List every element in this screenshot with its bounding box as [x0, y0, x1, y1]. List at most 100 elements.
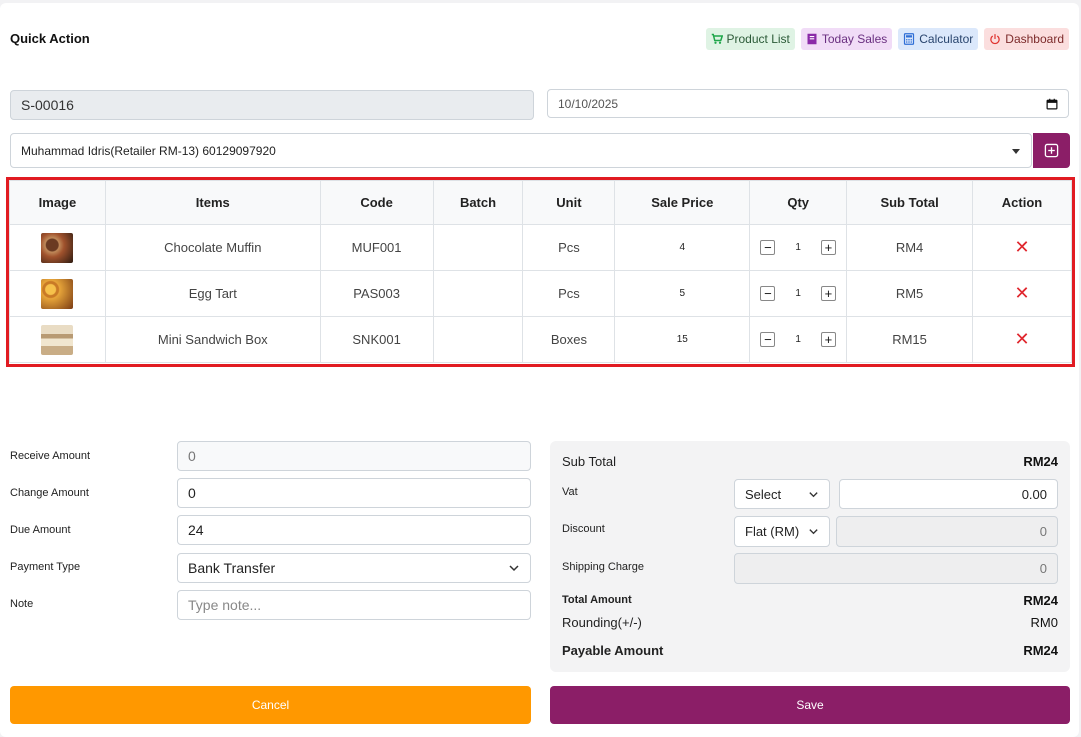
payment-type-label: Payment Type — [10, 561, 81, 573]
item-batch — [432, 270, 524, 317]
vat-select-value: Select — [745, 486, 782, 502]
cancel-button[interactable]: Cancel — [10, 686, 531, 724]
col-image: Image — [9, 180, 106, 225]
increment-button[interactable]: + — [820, 332, 836, 347]
item-subtotal: RM15 — [846, 316, 973, 363]
decrement-button[interactable]: − — [760, 332, 776, 347]
calculator-label: Calculator — [919, 32, 974, 46]
rounding-label: Rounding(+/-) — [562, 615, 642, 630]
col-code: Code — [319, 180, 434, 225]
table-row: Chocolate Muffin MUF001 Pcs 4 − 1 + RM4 ✕ — [9, 224, 1072, 271]
payable-value: RM24 — [1023, 643, 1058, 658]
chevron-down-icon — [809, 491, 818, 497]
payment-type-select[interactable]: Bank Transfer — [177, 553, 531, 583]
customer-select[interactable]: Muhammad Idris(Retailer RM-13) 601290979… — [10, 133, 1032, 168]
item-unit: Boxes — [522, 316, 616, 363]
payment-type-value: Bank Transfer — [188, 560, 276, 576]
add-customer-button[interactable] — [1033, 133, 1070, 168]
total-label: Total Amount — [562, 594, 632, 606]
item-code: PAS003 — [319, 270, 434, 317]
summary-panel: Sub Total RM24 Vat Select 0.00 Discount … — [550, 441, 1070, 672]
due-amount-label: Due Amount — [10, 524, 71, 536]
item-subtotal: RM5 — [846, 270, 973, 317]
qty-value[interactable]: 1 — [795, 288, 801, 299]
increment-button[interactable]: + — [820, 240, 836, 255]
subtotal-label: Sub Total — [562, 454, 616, 469]
due-amount-input[interactable]: 24 — [177, 515, 531, 545]
total-value: RM24 — [1023, 593, 1058, 608]
decrement-button[interactable]: − — [760, 286, 776, 301]
quantity-stepper: − 1 + — [750, 286, 846, 301]
col-sale-price: Sale Price — [614, 180, 751, 225]
discount-input[interactable]: 0 — [836, 516, 1058, 547]
chocolate-muffin-thumb — [41, 232, 74, 263]
item-subtotal: RM4 — [846, 224, 973, 271]
item-price: 4 — [614, 224, 751, 271]
dashboard-button[interactable]: Dashboard — [984, 28, 1069, 50]
item-price: 5 — [614, 270, 751, 317]
item-batch — [432, 316, 524, 363]
power-icon — [990, 34, 1000, 45]
chevron-down-icon — [509, 565, 519, 572]
date-field[interactable]: 10/10/2025 — [547, 89, 1069, 118]
qty-value[interactable]: 1 — [795, 334, 801, 345]
table-row: Egg Tart PAS003 Pcs 5 − 1 + RM5 ✕ — [9, 270, 1072, 317]
cart-icon — [711, 33, 723, 44]
vat-input[interactable]: 0.00 — [839, 479, 1058, 509]
col-unit: Unit — [522, 180, 616, 225]
delete-icon[interactable]: ✕ — [1014, 237, 1030, 257]
col-sub-total: Sub Total — [846, 180, 973, 225]
delete-icon[interactable]: ✕ — [1014, 283, 1030, 303]
receive-amount-value: 0 — [188, 448, 196, 464]
note-label: Note — [10, 598, 34, 610]
col-batch: Batch — [432, 180, 524, 225]
item-price: 15 — [614, 316, 751, 363]
item-batch — [432, 224, 524, 271]
dashboard-label: Dashboard — [1005, 32, 1064, 46]
receipt-icon — [807, 33, 817, 45]
change-amount-input[interactable]: 0 — [177, 478, 531, 508]
cart-table: Image Items Code Batch Unit Sale Price Q… — [9, 180, 1072, 363]
today-sales-button[interactable]: Today Sales — [800, 28, 893, 50]
decrement-button[interactable]: − — [760, 240, 776, 255]
calculator-button[interactable]: Calculator — [898, 28, 979, 50]
egg-tart-thumb — [41, 278, 74, 309]
item-code: MUF001 — [319, 224, 434, 271]
table-header-row: Image Items Code Batch Unit Sale Price Q… — [9, 180, 1072, 225]
col-items: Items — [104, 180, 321, 225]
product-list-button[interactable]: Product List — [705, 28, 795, 50]
qty-value[interactable]: 1 — [795, 242, 801, 253]
shipping-label: Shipping Charge — [562, 561, 644, 573]
item-code: SNK001 — [319, 316, 434, 363]
shipping-value: 0 — [1039, 561, 1047, 576]
vat-select[interactable]: Select — [734, 479, 830, 509]
item-name: Egg Tart — [104, 270, 321, 317]
col-action: Action — [972, 180, 1072, 225]
calendar-icon[interactable] — [1046, 98, 1058, 110]
product-list-label: Product List — [726, 32, 790, 46]
col-qty: Qty — [749, 180, 848, 225]
caret-down-icon — [1012, 148, 1020, 154]
table-row: Mini Sandwich Box SNK001 Boxes 15 − 1 + RM… — [9, 316, 1072, 363]
receive-amount-input[interactable]: 0 — [177, 441, 531, 471]
shipping-input[interactable]: 0 — [734, 553, 1058, 584]
save-button[interactable]: Save — [550, 686, 1070, 724]
quick-links: Product List Today Sales Calculator Dash… — [705, 28, 1069, 50]
item-name: Mini Sandwich Box — [104, 316, 321, 363]
plus-square-icon — [1044, 143, 1059, 158]
vat-label: Vat — [562, 486, 578, 498]
rounding-value: RM0 — [1030, 615, 1058, 630]
discount-value: 0 — [1039, 524, 1047, 539]
item-unit: Pcs — [522, 270, 616, 317]
note-input[interactable]: Type note... — [177, 590, 531, 620]
cart-table-highlight: Image Items Code Batch Unit Sale Price Q… — [6, 177, 1075, 367]
delete-icon[interactable]: ✕ — [1014, 329, 1030, 349]
today-sales-label: Today Sales — [821, 32, 888, 46]
invoice-number-field[interactable]: S-00016 — [10, 90, 534, 120]
item-name: Chocolate Muffin — [104, 224, 321, 271]
discount-type-select[interactable]: Flat (RM) — [734, 516, 830, 547]
page-title: Quick Action — [10, 31, 90, 46]
vat-value: 0.00 — [1021, 486, 1047, 502]
date-value: 10/10/2025 — [558, 96, 619, 111]
increment-button[interactable]: + — [820, 286, 836, 301]
